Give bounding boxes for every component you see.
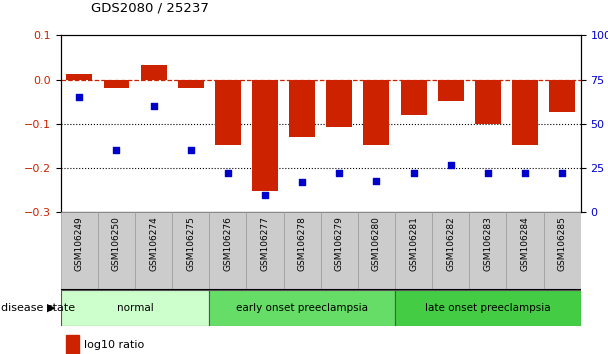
Bar	[66, 335, 79, 354]
Text: GDS2080 / 25237: GDS2080 / 25237	[91, 1, 209, 14]
Text: GSM106277: GSM106277	[260, 216, 269, 271]
Bar	[506, 212, 544, 290]
Text: GSM106275: GSM106275	[186, 216, 195, 271]
Bar	[432, 212, 469, 290]
Point	[557, 171, 567, 176]
Bar	[283, 212, 321, 290]
Bar	[209, 290, 395, 326]
Text: GSM106282: GSM106282	[446, 216, 455, 271]
Text: ▶: ▶	[47, 303, 56, 313]
Bar	[135, 212, 172, 290]
Text: GSM106274: GSM106274	[149, 216, 158, 271]
Text: GSM106285: GSM106285	[558, 216, 567, 271]
Text: disease state: disease state	[1, 303, 75, 313]
Text: log10 ratio: log10 ratio	[84, 340, 145, 350]
Point	[149, 103, 159, 109]
Text: GSM106276: GSM106276	[223, 216, 232, 271]
Bar	[61, 290, 209, 326]
Text: GSM106279: GSM106279	[335, 216, 344, 271]
Text: GSM106249: GSM106249	[75, 216, 84, 271]
Bar	[475, 80, 501, 124]
Bar	[178, 80, 204, 87]
Point	[520, 171, 530, 176]
Point	[483, 171, 492, 176]
Text: GSM106283: GSM106283	[483, 216, 492, 271]
Bar	[395, 212, 432, 290]
Bar	[61, 212, 98, 290]
Bar	[401, 80, 427, 115]
Point	[112, 148, 122, 153]
Point	[409, 171, 418, 176]
Point	[297, 179, 307, 185]
Point	[446, 162, 455, 167]
Bar	[544, 212, 581, 290]
Text: GSM106284: GSM106284	[520, 216, 530, 271]
Point	[260, 192, 270, 198]
Bar	[321, 212, 358, 290]
Text: GSM106281: GSM106281	[409, 216, 418, 271]
Bar	[209, 212, 246, 290]
Bar	[172, 212, 209, 290]
Bar	[103, 80, 130, 87]
Text: GSM106278: GSM106278	[298, 216, 306, 271]
Bar	[246, 212, 283, 290]
Bar	[438, 80, 464, 101]
Point	[75, 95, 85, 100]
Text: early onset preeclampsia: early onset preeclampsia	[236, 303, 368, 313]
Text: late onset preeclampsia: late onset preeclampsia	[425, 303, 551, 313]
Point	[186, 148, 196, 153]
Text: normal: normal	[117, 303, 153, 313]
Bar	[326, 80, 352, 127]
Bar	[98, 212, 135, 290]
Text: GSM106280: GSM106280	[372, 216, 381, 271]
Bar	[364, 80, 389, 145]
Point	[334, 171, 344, 176]
Bar	[140, 65, 167, 80]
Bar	[395, 290, 581, 326]
Bar	[289, 80, 315, 137]
Bar	[252, 80, 278, 191]
Bar	[549, 80, 575, 112]
Bar	[358, 212, 395, 290]
Point	[371, 178, 381, 183]
Bar	[215, 80, 241, 145]
Point	[223, 171, 233, 176]
Text: GSM106250: GSM106250	[112, 216, 121, 271]
Bar	[66, 74, 92, 80]
Bar	[512, 80, 538, 145]
Bar	[469, 212, 506, 290]
